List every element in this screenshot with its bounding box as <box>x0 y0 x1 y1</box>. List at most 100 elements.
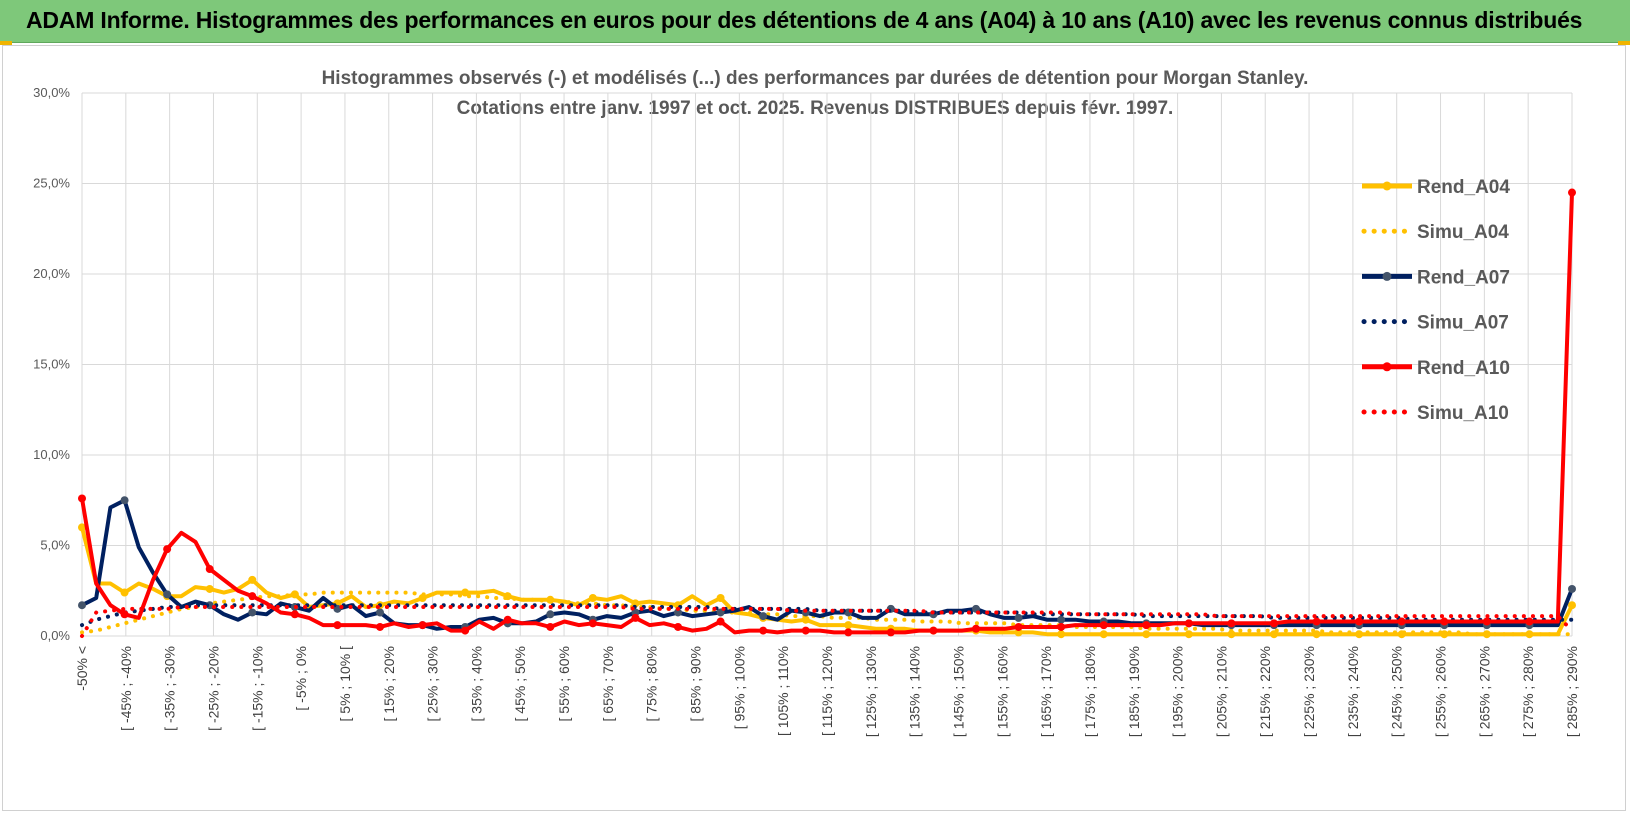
legend-marker <box>1382 181 1392 191</box>
data-point <box>290 610 299 619</box>
series-simu-a10 <box>80 605 1574 638</box>
data-point <box>546 622 555 631</box>
series-line <box>80 605 1574 638</box>
data-point <box>1355 617 1364 626</box>
x-tick-label: [ 95% ; 100% <box>731 646 747 729</box>
legend-marker <box>1382 362 1392 372</box>
y-tick-label: 20,0% <box>33 266 70 281</box>
data-point <box>929 626 938 635</box>
report-title: ADAM Informe. Histogrammes des performan… <box>26 7 1583 33</box>
x-tick-label: [ 15% ; 20% <box>381 646 397 722</box>
x-tick-label: [ 125% ; 130% <box>863 646 879 737</box>
data-point <box>248 592 257 601</box>
data-point <box>1142 621 1151 630</box>
data-point <box>1057 615 1066 624</box>
data-point <box>1482 617 1491 626</box>
legend-item-simu-a07[interactable]: Simu_A07 <box>1361 313 1509 334</box>
x-tick-label: [ -45% ; -40% <box>118 646 134 731</box>
chart-title-line-2: Cotations entre janv. 1997 et oct. 2025.… <box>456 98 1174 119</box>
legend-label: Rend_A10 <box>1417 358 1510 379</box>
x-tick-label: [ 25% ; 30% <box>425 646 441 722</box>
x-tick-label: [ 35% ; 40% <box>468 646 484 722</box>
data-point <box>163 590 172 599</box>
data-point <box>1142 630 1151 639</box>
report-banner: ADAM Informe. Histogrammes des performan… <box>0 0 1630 43</box>
legend-label: Simu_A07 <box>1417 313 1509 334</box>
data-point <box>1440 617 1449 626</box>
y-tick-label: 5,0% <box>40 538 70 553</box>
data-point <box>972 624 980 633</box>
data-point <box>716 593 725 602</box>
data-point <box>461 588 470 597</box>
x-tick-label: [ -5% ; 0% <box>293 646 309 711</box>
legend-item-rend-a10[interactable]: Rend_A10 <box>1362 358 1510 379</box>
data-point <box>78 601 86 610</box>
legend-label: Simu_A10 <box>1417 403 1509 424</box>
corner-accent-right <box>1618 41 1630 45</box>
legend[interactable]: Rend_A04 Simu_A04 Rend_A07 Simu_A07 Rend_A10… <box>1361 177 1510 424</box>
x-tick-label: [ 225% ; 230% <box>1301 646 1317 737</box>
y-tick-label: 15,0% <box>33 357 70 372</box>
gridlines <box>81 92 1573 637</box>
x-tick-label: [ 135% ; 140% <box>907 646 923 737</box>
x-tick-label: [ -25% ; -20% <box>205 646 221 731</box>
x-tick-label: [ 165% ; 170% <box>1038 646 1054 737</box>
series-line <box>81 498 1574 631</box>
x-tick-label: [ 75% ; 80% <box>644 646 660 722</box>
legend-item-rend-a07[interactable]: Rend_A07 <box>1362 267 1510 288</box>
data-point <box>1568 601 1576 610</box>
chart-title: Histogrammes observés (-) et modélisés (… <box>0 64 1630 124</box>
series-rend-a10 <box>78 188 1576 637</box>
x-axis-ticks: -50% < [ -45% ; -40% [ -35% ; -30% [ -25% ;… <box>74 646 1580 737</box>
legend-item-simu-a04[interactable]: Simu_A04 <box>1361 222 1509 243</box>
data-point <box>1057 622 1066 631</box>
data-point <box>674 622 682 631</box>
data-point <box>1184 630 1193 639</box>
data-point <box>376 622 384 631</box>
x-tick-label: [ 255% ; 260% <box>1433 646 1449 737</box>
x-tick-label: [ 285% ; 290% <box>1564 646 1580 737</box>
x-tick-label: [ 245% ; 250% <box>1389 646 1405 737</box>
data-point <box>1227 630 1236 639</box>
data-point <box>1099 630 1108 639</box>
data-point <box>461 626 470 635</box>
x-tick-label: [ -35% ; -30% <box>162 646 178 731</box>
data-point <box>588 619 597 628</box>
legend-marker <box>1382 271 1392 281</box>
data-point <box>546 610 555 619</box>
legend-item-simu-a10[interactable]: Simu_A10 <box>1361 403 1509 424</box>
data-point <box>1397 617 1406 626</box>
data-point <box>78 523 86 532</box>
data-point <box>120 496 129 505</box>
x-tick-label: -50% < <box>74 646 90 691</box>
data-point <box>1312 617 1321 626</box>
x-tick-label: [ 215% ; 220% <box>1257 646 1273 737</box>
data-point <box>716 617 725 626</box>
data-point <box>1014 613 1023 622</box>
data-point <box>205 584 214 593</box>
data-point <box>674 608 682 617</box>
x-tick-label: [ 145% ; 150% <box>950 646 966 737</box>
data-point <box>1270 619 1278 628</box>
x-tick-label: [ 5% ; 10% [ <box>337 646 353 722</box>
data-point <box>1227 619 1236 628</box>
chart-title-line-1: Histogrammes observés (-) et modélisés (… <box>321 68 1309 89</box>
data-point <box>1312 630 1321 639</box>
data-point <box>205 601 214 610</box>
y-tick-label: 30,0% <box>33 85 70 100</box>
x-tick-label: [ 65% ; 70% <box>600 646 616 722</box>
data-point <box>1568 188 1576 197</box>
data-point <box>631 613 640 622</box>
data-point <box>1057 630 1066 639</box>
data-point <box>78 494 86 503</box>
x-tick-label: [ 115% ; 120% <box>819 646 835 736</box>
data-point <box>248 608 257 617</box>
series-line <box>80 590 1574 637</box>
legend-item-rend-a04[interactable]: Rend_A04 <box>1362 177 1510 198</box>
y-tick-label: 25,0% <box>33 176 70 191</box>
data-point <box>376 608 384 617</box>
x-tick-label: [ 85% ; 90% <box>688 646 704 722</box>
data-point <box>163 545 172 554</box>
data-point <box>333 621 342 630</box>
data-point <box>1525 617 1534 626</box>
